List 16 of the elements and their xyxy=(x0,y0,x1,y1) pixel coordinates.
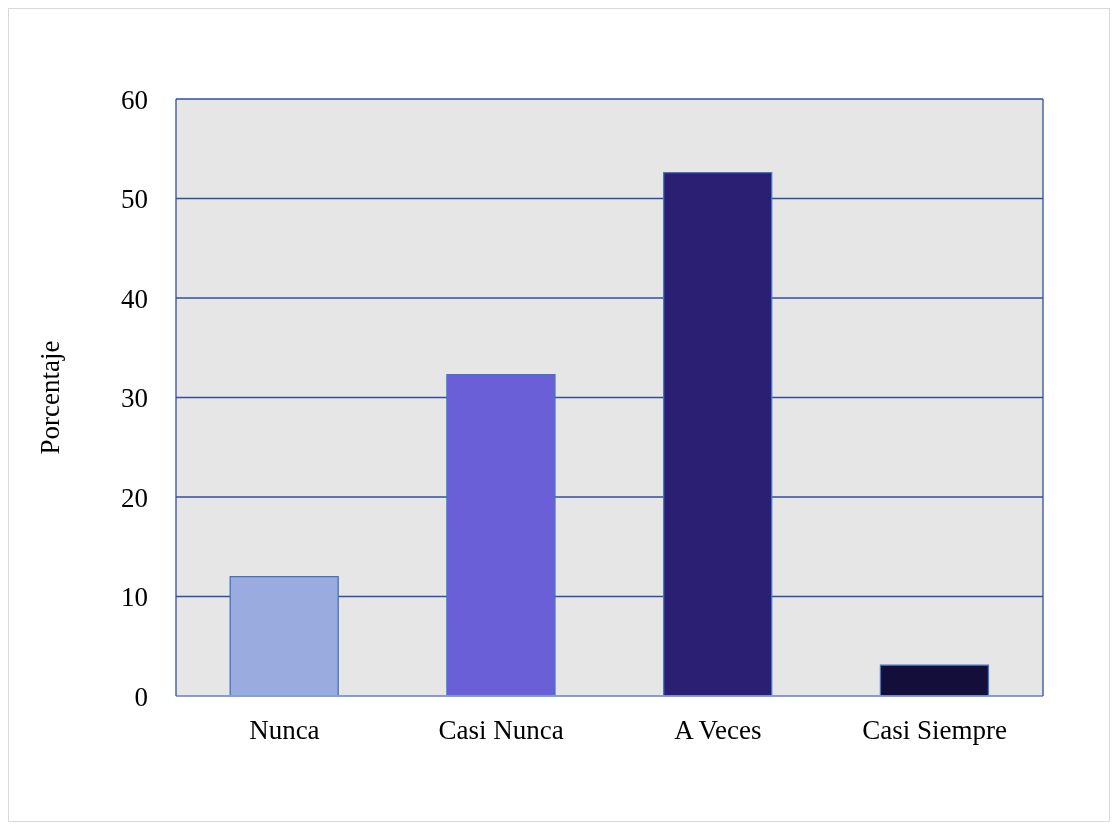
bar xyxy=(446,373,556,696)
y-tick-label: 40 xyxy=(121,283,148,314)
y-tick-label: 60 xyxy=(121,84,148,115)
x-tick-label: Nunca xyxy=(249,715,320,746)
x-tick-label: A Veces xyxy=(674,715,762,746)
bar xyxy=(663,171,773,696)
x-tick-label: Casi Nunca xyxy=(438,715,564,746)
y-tick-label: 0 xyxy=(134,681,148,712)
y-tick-label: 50 xyxy=(121,184,148,215)
bar xyxy=(879,664,990,696)
x-tick-label: Casi Siempre xyxy=(862,715,1007,746)
y-tick-label: 30 xyxy=(121,383,148,414)
y-tick-label: 10 xyxy=(121,582,148,613)
y-tick-label: 20 xyxy=(121,482,148,513)
bar xyxy=(229,575,339,696)
y-axis-title: Porcentaje xyxy=(34,340,65,455)
